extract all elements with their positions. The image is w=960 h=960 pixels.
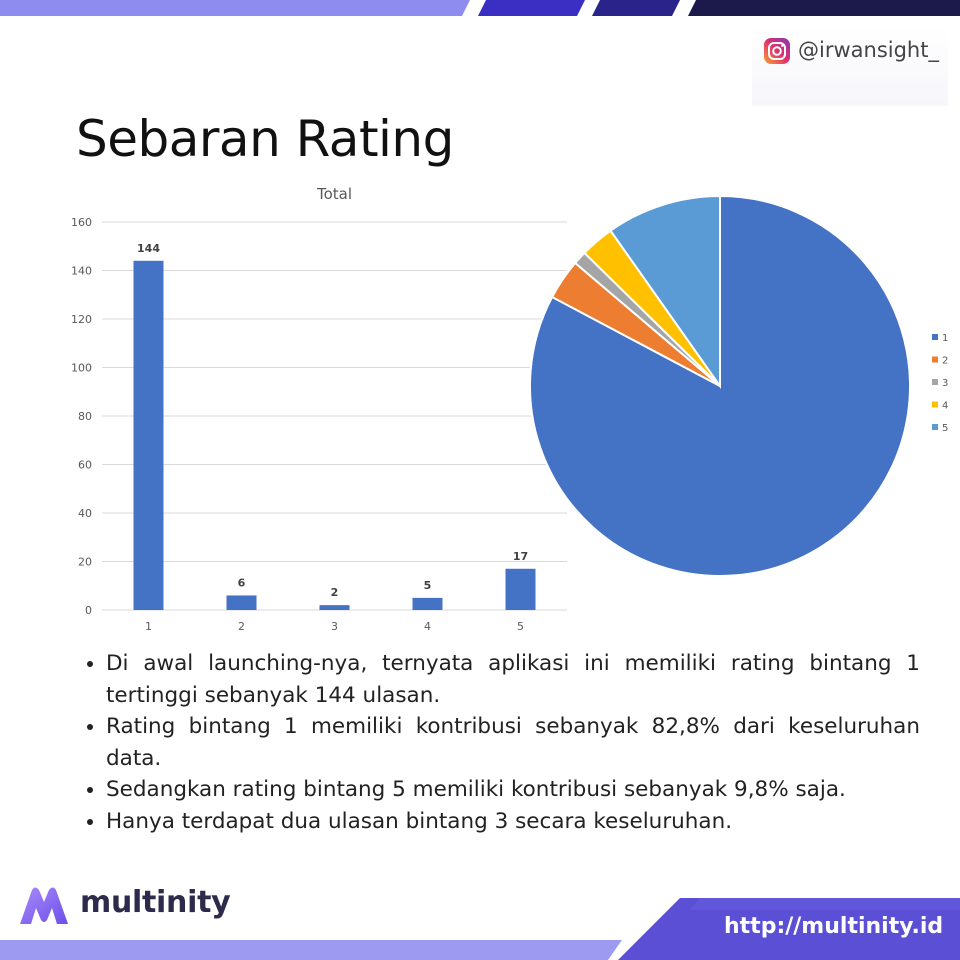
data-label: 5 [424, 579, 432, 592]
legend-label: 2 [942, 356, 948, 367]
legend-label: 3 [942, 378, 948, 389]
brand-name: multinity [80, 885, 231, 920]
legend-swatch [932, 401, 938, 408]
bar [505, 568, 536, 610]
data-label: 17 [513, 550, 528, 563]
pie-chart: 1 2 3 4 5 [529, 194, 948, 577]
chart-title: Total [316, 185, 352, 203]
x-tick-label: 3 [331, 620, 338, 633]
y-tick-label: 140 [71, 265, 92, 278]
finding-item: Rating bintang 1 memiliki kontribusi seb… [106, 711, 920, 774]
bar-chart: Total 0 20 40 60 80 100 120 140 160 144 1 6 2 2 3 5 4 17 5 [71, 185, 567, 633]
bar [412, 597, 443, 610]
y-tick-label: 80 [78, 410, 92, 423]
finding-item: Di awal launching-nya, ternyata aplikasi… [106, 648, 920, 711]
data-label: 2 [331, 586, 339, 599]
y-tick-label: 120 [71, 313, 92, 326]
y-tick-label: 60 [78, 459, 92, 472]
x-tick-label: 5 [517, 620, 524, 633]
data-label: 144 [137, 242, 160, 255]
legend-swatch [932, 334, 938, 340]
y-tick-label: 100 [71, 362, 92, 375]
bar [226, 595, 257, 610]
y-tick-label: 20 [78, 556, 92, 569]
bar [133, 260, 164, 610]
bottom-accent-band [0, 898, 960, 960]
multinity-m-logo-icon [20, 887, 68, 924]
bar [319, 605, 350, 610]
footer-url-link[interactable]: http://multinity.id [724, 914, 944, 939]
legend-swatch [932, 379, 938, 385]
instagram-icon [764, 38, 790, 64]
legend-swatch [932, 424, 938, 430]
x-tick-label: 2 [238, 620, 245, 633]
legend-swatch [932, 356, 938, 363]
legend-label: 1 [942, 333, 948, 344]
y-tick-label: 40 [78, 507, 92, 520]
y-tick-label: 160 [71, 216, 92, 229]
pie-slice [529, 194, 911, 577]
legend-label: 4 [942, 401, 948, 412]
instagram-handle: @irwansight_ [798, 38, 939, 62]
top-accent-bar [0, 0, 960, 16]
x-tick-label: 1 [145, 620, 152, 633]
data-label: 6 [238, 576, 246, 589]
pie-slice [609, 194, 721, 390]
x-tick-label: 4 [424, 620, 431, 633]
finding-item: Hanya terdapat dua ulasan bintang 3 seca… [106, 806, 920, 838]
page-title: Sebaran Rating [76, 110, 454, 168]
y-tick-label: 0 [85, 604, 92, 617]
findings-list: Di awal launching-nya, ternyata aplikasi… [72, 648, 920, 837]
finding-item: Sedangkan rating bintang 5 memiliki kont… [106, 774, 920, 806]
legend-label: 5 [942, 423, 948, 434]
